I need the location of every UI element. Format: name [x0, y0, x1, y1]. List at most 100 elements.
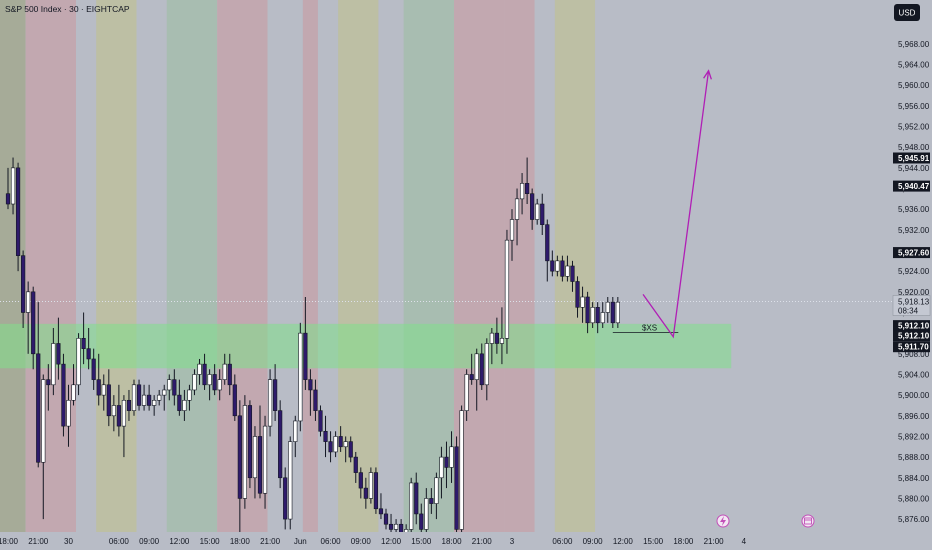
candle	[590, 302, 595, 328]
currency-label: USD	[899, 9, 916, 18]
candle	[373, 467, 379, 514]
candle	[257, 405, 263, 499]
candle	[61, 353, 66, 437]
candle	[358, 467, 363, 499]
candle	[96, 353, 101, 406]
candle	[439, 446, 444, 499]
candle-body	[26, 291, 31, 313]
time-tick-label: 12:00	[169, 537, 190, 546]
price-tick-label: 5,904.00	[898, 370, 930, 379]
candle-body	[31, 291, 36, 355]
price-badge	[893, 152, 930, 164]
candle-body	[388, 523, 394, 530]
time-tick-label: 09:00	[139, 537, 160, 546]
currency-button-bg	[894, 4, 920, 21]
candle	[570, 260, 575, 292]
time-tick-label: 18:00	[442, 537, 463, 546]
candle-body	[162, 389, 167, 396]
candle	[459, 405, 464, 535]
calendar-icon-circle	[801, 514, 815, 528]
candle-body	[575, 281, 580, 308]
candle	[363, 477, 368, 509]
currency-button[interactable]: USD	[894, 4, 920, 21]
candle	[303, 296, 308, 390]
candle-body	[66, 399, 71, 427]
candle-body	[41, 379, 46, 463]
time-tick-label: 12:00	[613, 537, 634, 546]
session-band-3	[96, 0, 137, 532]
candle	[560, 255, 565, 282]
candle-body	[439, 456, 444, 479]
candle	[449, 431, 454, 483]
candle	[217, 369, 222, 401]
candle-body	[207, 374, 212, 386]
candle	[479, 343, 484, 390]
session-band-9	[317, 0, 339, 532]
candle-body	[242, 405, 247, 499]
candle	[409, 477, 414, 540]
session-band-11	[378, 0, 404, 532]
candle-body	[545, 224, 550, 262]
candle-body	[96, 379, 101, 396]
candle	[530, 188, 535, 230]
time-tick-label: 30	[64, 537, 73, 546]
candle-body	[459, 410, 464, 530]
candle-body	[202, 363, 207, 386]
price-tick-label: 5,968.00	[898, 40, 930, 49]
candle-body	[525, 183, 530, 194]
candle-body	[157, 394, 162, 401]
candle	[66, 384, 71, 447]
candle-body	[378, 508, 384, 515]
price-axis[interactable]: 5,876.00 5,880.00 5,884.00 5,888.00 5,892.00…	[892, 0, 932, 550]
candle-body	[283, 477, 288, 520]
candle-body	[121, 399, 127, 427]
candle-body	[504, 239, 510, 339]
price-tick-label: 5,908.00	[898, 350, 930, 359]
candle	[227, 353, 232, 396]
session-band-10	[338, 0, 379, 532]
price-axis-bg	[892, 0, 932, 550]
candle-body	[303, 332, 308, 380]
candle	[141, 384, 147, 411]
price-badge	[893, 320, 930, 332]
candle	[177, 379, 182, 416]
candle-body	[348, 441, 353, 458]
price-tick-label: 5,880.00	[898, 494, 930, 503]
candle-body	[383, 513, 389, 525]
candle	[489, 327, 494, 365]
lightning-icon[interactable]	[716, 514, 730, 528]
price-tick-label: 5,960.00	[898, 81, 930, 90]
candle-body	[615, 301, 620, 324]
candle	[162, 384, 167, 411]
price-badge-label: 5,940.47	[898, 182, 930, 191]
candle-body	[393, 523, 399, 530]
price-tick-label: 5,956.00	[898, 102, 930, 111]
candle	[131, 379, 137, 416]
candle-body	[585, 296, 590, 324]
candle	[71, 364, 76, 406]
candle	[575, 276, 580, 318]
candle-body	[494, 332, 499, 344]
candle	[212, 364, 217, 396]
calendar-icon-body	[804, 517, 812, 525]
candle-body	[318, 410, 323, 432]
candle	[121, 395, 127, 458]
candle	[283, 467, 288, 530]
candle	[202, 353, 207, 390]
candle-body	[469, 374, 474, 380]
candle	[298, 322, 303, 432]
candle-body	[51, 343, 56, 386]
candle	[26, 281, 31, 354]
projection-arrowhead	[703, 69, 712, 80]
calendar-icon[interactable]	[801, 514, 815, 528]
candle-body	[288, 441, 293, 520]
candle	[504, 229, 510, 354]
candle	[242, 395, 247, 509]
candle-body	[91, 358, 96, 380]
candle-body	[610, 301, 615, 324]
current-price-badge	[892, 295, 931, 316]
time-axis[interactable]: 18:00 21:00 30 06:00 09:00 12:00 15:00 18:00 21:…	[0, 514, 932, 550]
session-band-7	[267, 0, 303, 532]
time-tick-label: 06:00	[321, 537, 342, 546]
